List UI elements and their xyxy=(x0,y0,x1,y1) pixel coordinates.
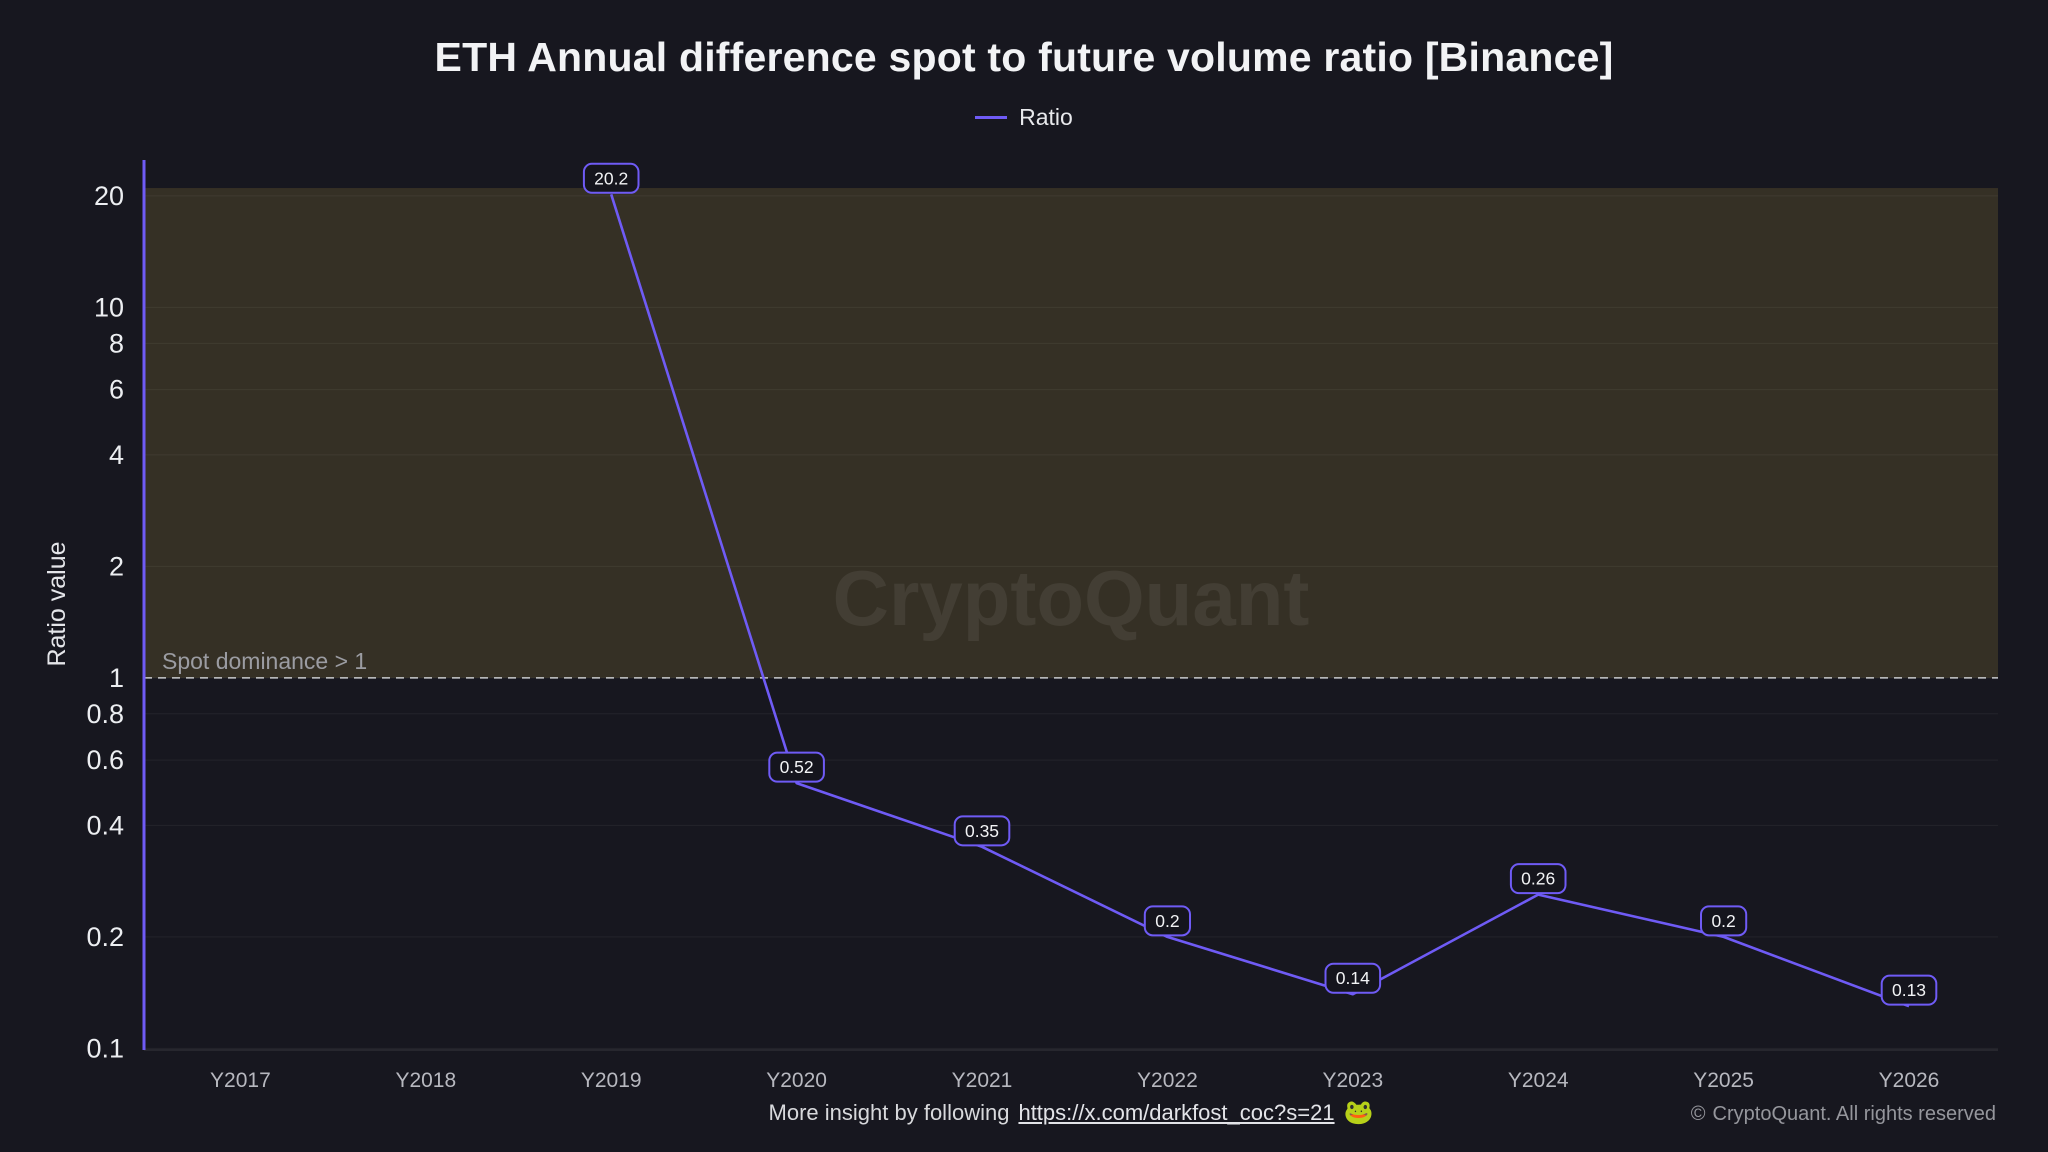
copyright-label: CryptoQuant. All rights reserved xyxy=(1712,1103,1996,1125)
y-tick-label: 0.4 xyxy=(86,810,124,840)
point-label-box xyxy=(1143,905,1192,937)
point-label-box xyxy=(953,815,1011,847)
y-tick-label: 0.2 xyxy=(86,922,124,952)
legend[interactable]: Ratio xyxy=(0,104,2048,131)
chart-title: ETH Annual difference spot to future vol… xyxy=(434,34,1614,80)
legend-label: Ratio xyxy=(1019,104,1073,130)
point-label-box xyxy=(582,162,640,194)
x-tick-label: Y2019 xyxy=(581,1069,642,1092)
point-label: 0.26 xyxy=(1521,869,1555,889)
point-label-box xyxy=(1880,974,1938,1006)
point-label: 0.13 xyxy=(1892,980,1926,1000)
x-tick-label: Y2018 xyxy=(395,1069,456,1092)
x-tick-label: Y2024 xyxy=(1508,1069,1569,1092)
legend-line-swatch xyxy=(975,116,1008,119)
point-label-box xyxy=(1700,905,1748,937)
y-tick-label: 0.8 xyxy=(86,699,124,729)
point-label-box xyxy=(768,751,825,783)
copyright-text: © CryptoQuant. All rights reserved xyxy=(1691,1103,1996,1126)
point-label: 0.35 xyxy=(965,821,999,841)
x-tick-label: Y2023 xyxy=(1322,1069,1383,1092)
y-tick-label: 1 xyxy=(109,663,124,693)
point-label-box xyxy=(1324,962,1382,994)
y-tick-label: 2 xyxy=(109,551,124,581)
threshold-label: Spot dominance > 1 xyxy=(162,648,367,674)
point-label: 0.14 xyxy=(1336,968,1370,988)
x-tick-label: Y2025 xyxy=(1693,1069,1754,1092)
y-tick-label: 0.1 xyxy=(86,1033,124,1063)
frog-emoji-icon: 🐸 xyxy=(1343,1099,1374,1126)
point-label: 20.2 xyxy=(594,168,628,188)
y-tick-label: 8 xyxy=(109,328,124,358)
footer-text: More insight by following xyxy=(768,1099,1010,1125)
footer-note: More insight by following https://x.com/… xyxy=(144,1098,1998,1127)
y-tick-label: 20 xyxy=(94,181,124,211)
y-tick-label: 10 xyxy=(94,292,124,322)
x-tick-label: Y2026 xyxy=(1879,1069,1940,1092)
point-label-box xyxy=(1509,863,1567,895)
y-tick-label: 4 xyxy=(109,440,124,470)
point-label: 0.52 xyxy=(780,757,814,777)
point-label: 0.2 xyxy=(1711,911,1735,931)
footer-link[interactable]: https://x.com/darkfost_coc?s=21 xyxy=(1018,1099,1335,1125)
point-label: 0.2 xyxy=(1155,911,1179,931)
x-tick-label: Y2022 xyxy=(1137,1069,1198,1092)
x-tick-label: Y2020 xyxy=(766,1069,827,1092)
y-tick-label: 0.6 xyxy=(86,745,124,775)
x-tick-label: Y2021 xyxy=(952,1069,1013,1092)
ratio-line xyxy=(609,193,1910,1008)
spot-dominance-band xyxy=(144,188,1998,678)
y-tick-label: 6 xyxy=(109,375,124,405)
copyright-icon: © xyxy=(1690,1103,1706,1125)
watermark: CryptoQuant xyxy=(833,554,1310,642)
x-tick-label: Y2017 xyxy=(210,1069,271,1092)
